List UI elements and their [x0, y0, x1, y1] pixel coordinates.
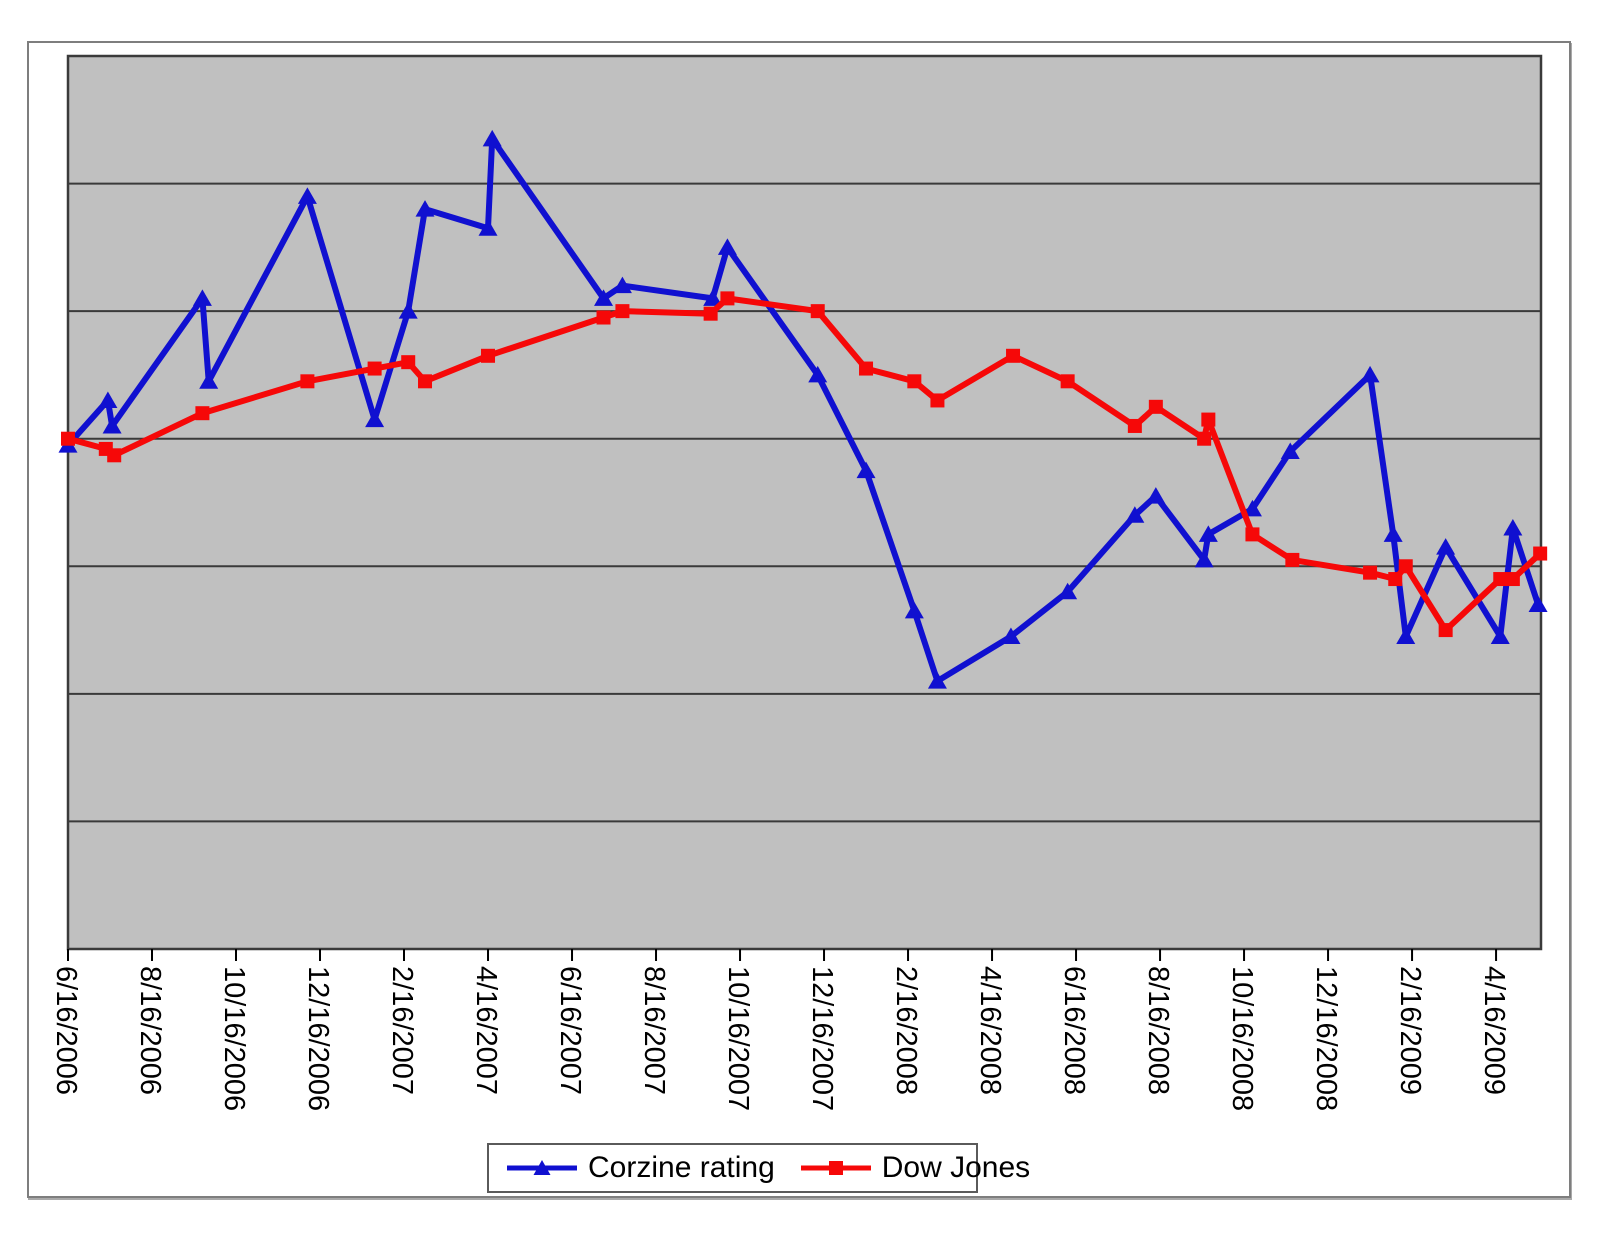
x-tick-label: 10/16/2006 — [218, 966, 250, 1111]
corzine-rating-marker — [1146, 487, 1166, 504]
legend-label-dow-jones: Dow Jones — [881, 1151, 1031, 1184]
corzine-rating-marker — [1396, 627, 1416, 644]
x-tick-label: 4/16/2008 — [974, 966, 1006, 1095]
legend-key-marker — [828, 1161, 843, 1175]
corzine-rating-marker — [482, 129, 502, 147]
corzine-rating-key-icon — [507, 1160, 577, 1175]
corzine-rating-marker — [1001, 627, 1021, 644]
dow-jones-marker — [1148, 399, 1163, 414]
dow-jones-marker — [1398, 559, 1413, 574]
corzine-rating-marker — [717, 238, 737, 255]
corzine-rating-marker — [1360, 365, 1380, 383]
chart-legend: Corzine rating Dow Jones — [487, 1143, 1030, 1193]
corzine-rating-marker — [1436, 538, 1456, 555]
dow-jones-marker — [1533, 546, 1548, 561]
x-tick-label: 8/16/2006 — [134, 966, 166, 1095]
legend-item-dow-jones: Dow Jones — [799, 1153, 1030, 1183]
x-tick-label: 2/16/2008 — [890, 966, 922, 1095]
corzine-rating-marker — [1383, 525, 1403, 542]
dow-jones-marker — [930, 393, 945, 408]
corzine-rating-marker — [398, 302, 418, 319]
corzine-rating-marker — [365, 410, 385, 428]
corzine-rating-marker — [1125, 506, 1145, 523]
corzine-rating-marker — [703, 289, 723, 306]
dow-jones-marker — [61, 431, 75, 446]
dow-jones-marker — [703, 306, 718, 321]
x-tick-label: 8/16/2008 — [1142, 966, 1174, 1095]
dow-jones-marker — [596, 310, 611, 325]
x-tick-label: 12/16/2008 — [1310, 966, 1342, 1111]
corzine-rating-marker — [612, 276, 632, 294]
dow-jones-marker — [1493, 572, 1508, 587]
corzine-rating-marker — [1058, 582, 1078, 600]
dow-jones-marker — [418, 374, 433, 389]
x-tick-label: 6/16/2006 — [50, 966, 82, 1095]
corzine-rating-marker — [927, 672, 947, 689]
x-tick-label: 6/16/2008 — [1058, 966, 1090, 1095]
corzine-rating-marker — [98, 391, 118, 408]
plot-area — [68, 56, 1541, 949]
dow-jones-marker — [1006, 348, 1021, 363]
dow-jones-marker — [1388, 572, 1403, 587]
dow-jones-marker — [1363, 565, 1378, 580]
dow-jones-marker — [300, 374, 315, 389]
legend-item-corzine-rating: Corzine rating — [505, 1153, 775, 1183]
corzine-rating-marker — [1280, 442, 1300, 459]
corzine-rating-marker — [297, 187, 317, 204]
plot-border — [66, 54, 1543, 951]
dow-jones-marker — [1285, 552, 1300, 567]
corzine-rating-marker — [1198, 525, 1218, 542]
corzine-rating-marker — [1528, 595, 1548, 613]
corzine-rating-marker — [192, 289, 212, 306]
dow-jones-marker — [367, 361, 382, 376]
corzine-rating-marker — [478, 219, 498, 236]
dow-jones-marker — [1201, 412, 1216, 427]
x-tick-label: 6/16/2007 — [554, 966, 586, 1095]
dow-jones-marker — [720, 291, 735, 306]
dow-jones-marker — [107, 448, 122, 463]
dow-jones-marker — [1245, 527, 1260, 542]
corzine-rating-marker — [102, 416, 122, 434]
x-tick-label: 2/16/2009 — [1394, 966, 1426, 1095]
dow-jones-marker — [1197, 431, 1212, 446]
corzine-rating-marker — [594, 289, 614, 306]
corzine-rating-marker — [415, 200, 435, 217]
legend-key-marker — [533, 1160, 551, 1175]
corzine-rating-marker — [808, 365, 828, 383]
corzine-rating-marker — [1503, 519, 1523, 536]
corzine-rating-marker — [1242, 499, 1262, 517]
corzine-rating-marker — [904, 601, 924, 619]
x-tick-label: 10/16/2007 — [722, 966, 754, 1111]
corzine-rating-marker — [1194, 550, 1214, 568]
corzine-rating-marker — [199, 372, 219, 389]
dow-jones-marker — [907, 374, 922, 389]
legend-label-corzine-rating: Corzine rating — [588, 1151, 775, 1184]
dow-jones-marker — [195, 406, 210, 421]
dow-jones-marker — [615, 304, 630, 319]
dow-jones-marker — [859, 361, 874, 376]
x-tick-label: 12/16/2006 — [302, 966, 334, 1111]
corzine-rating-marker — [1490, 627, 1510, 644]
dow-jones-marker — [481, 348, 496, 363]
dow-jones-marker — [1127, 418, 1142, 433]
dow-jones-marker — [1505, 572, 1520, 587]
x-tick-label: 2/16/2007 — [386, 966, 418, 1095]
x-tick-label: 4/16/2007 — [470, 966, 502, 1095]
corzine-rating-line — [65, 135, 1542, 685]
x-tick-label: 12/16/2007 — [806, 966, 838, 1111]
x-tick-label: 8/16/2007 — [638, 966, 670, 1095]
dow-jones-marker — [401, 355, 416, 370]
x-tick-label: 4/16/2009 — [1478, 966, 1510, 1095]
dow-jones-marker — [810, 304, 825, 319]
dow-jones-marker — [1060, 374, 1075, 389]
dow-jones-key-icon — [800, 1161, 871, 1175]
x-tick-label: 10/16/2008 — [1226, 966, 1258, 1111]
corzine-rating-marker — [856, 461, 876, 479]
dow-jones-marker — [1438, 623, 1453, 638]
